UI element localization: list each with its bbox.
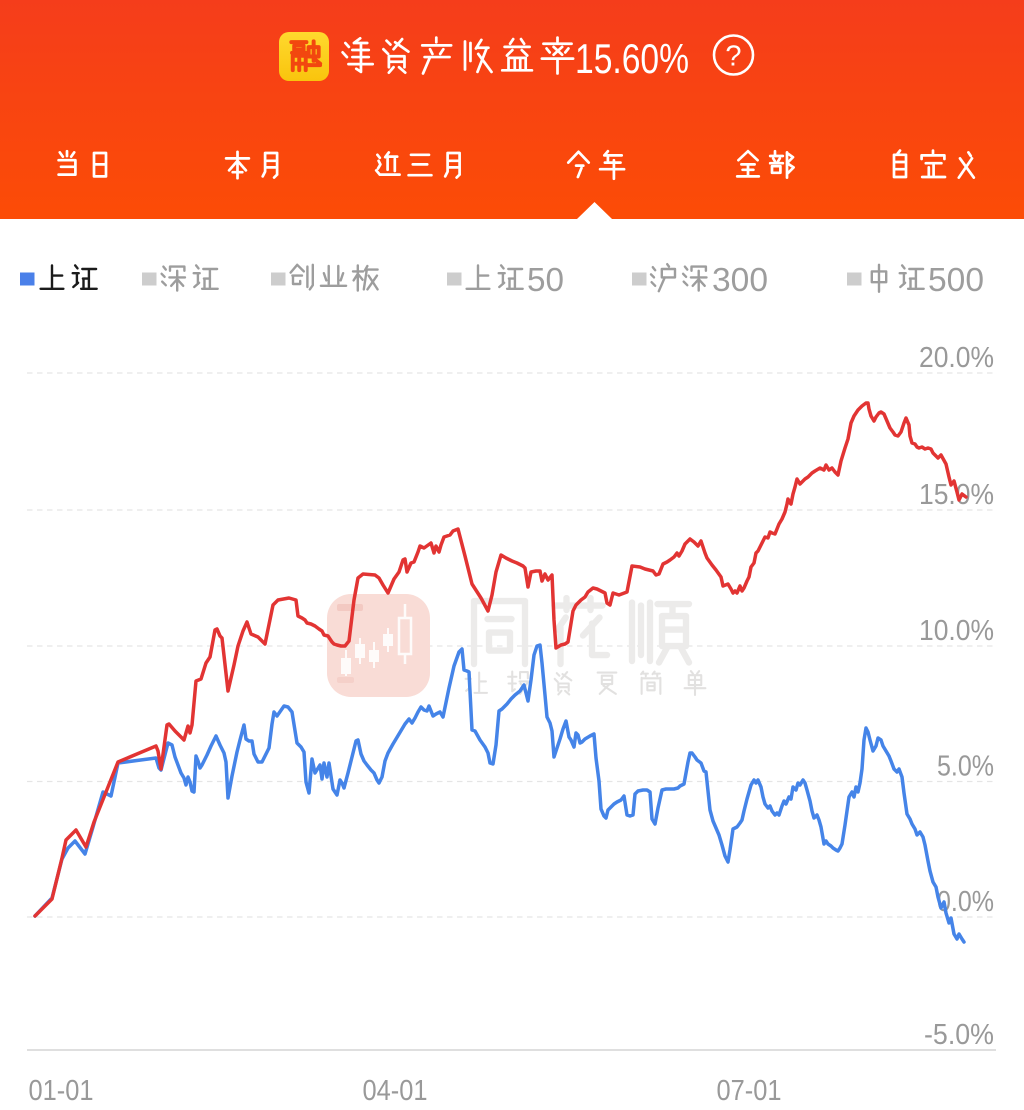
svg-text:5.0%: 5.0% [937,751,994,783]
svg-text:07-01: 07-01 [717,1075,782,1107]
svg-text:20.0%: 20.0% [919,342,994,374]
svg-text:500: 500 [928,261,984,298]
svg-text:04-01: 04-01 [363,1075,428,1107]
svg-text:10.0%: 10.0% [919,615,994,647]
svg-text:01-01: 01-01 [29,1075,94,1107]
svg-text:15.60%: 15.60% [575,35,689,82]
svg-text:?: ? [725,41,741,73]
svg-text:300: 300 [712,261,768,298]
svg-text:50: 50 [527,261,564,298]
svg-text:-5.0%: -5.0% [924,1019,994,1051]
